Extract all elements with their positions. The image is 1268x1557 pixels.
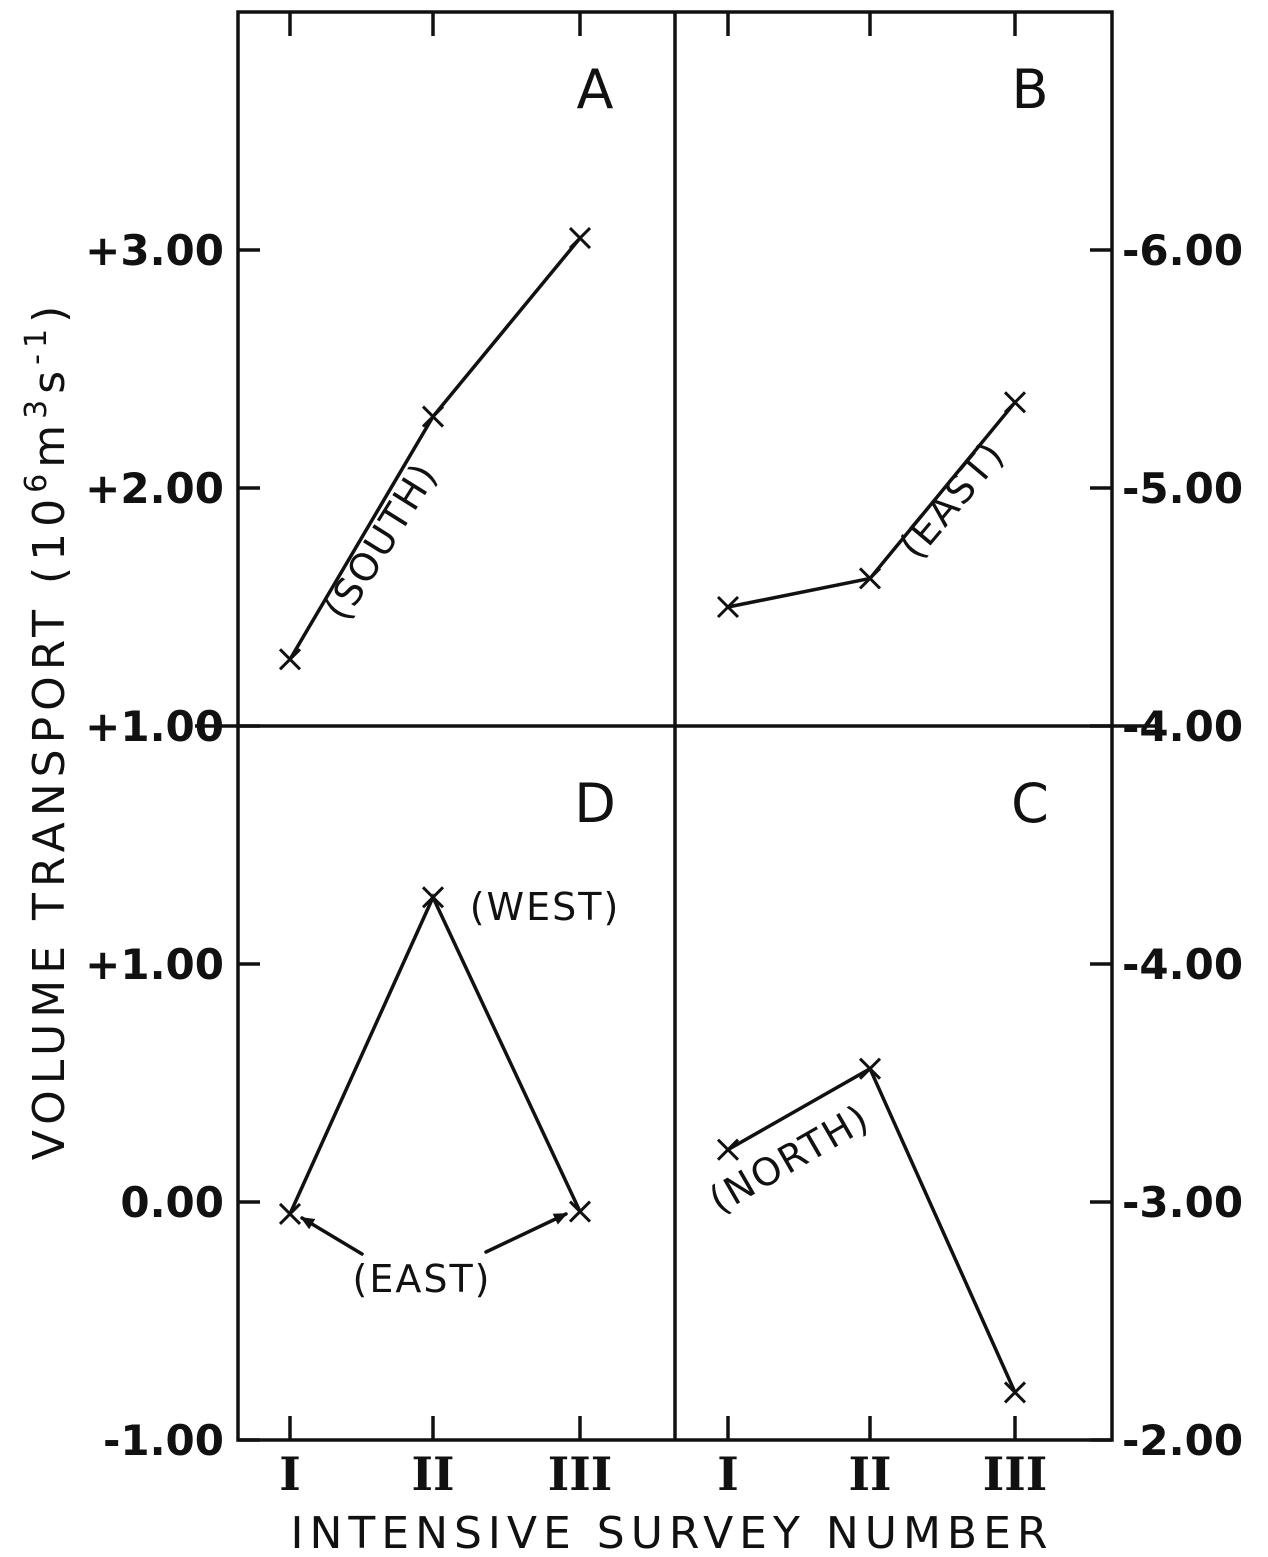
data-point-b xyxy=(1003,391,1027,414)
data-point-c xyxy=(1003,1381,1027,1404)
y-tick-label: +3.00 xyxy=(85,226,224,275)
data-point-c xyxy=(716,1138,740,1161)
data-point-d xyxy=(278,1202,302,1225)
annotation-east-d: (EAST) xyxy=(353,1257,492,1301)
data-point-a xyxy=(568,227,592,250)
panel-letter-d: D xyxy=(574,772,616,835)
data-point-a xyxy=(278,648,302,671)
annotation-east-b: (EAST) xyxy=(891,432,1014,567)
y-tick-label: -4.00 xyxy=(1122,940,1243,989)
panel-letter-b: B xyxy=(1011,58,1048,121)
x-tick-label: III xyxy=(548,1447,613,1501)
data-point-c xyxy=(858,1057,882,1080)
data-point-d xyxy=(568,1200,592,1223)
x-tick-label: II xyxy=(848,1447,891,1501)
panel-letter-c: C xyxy=(1011,772,1049,835)
data-point-d xyxy=(421,886,445,909)
arrow-east-right xyxy=(484,1212,568,1254)
y-tick-label: -1.00 xyxy=(103,1416,224,1465)
x-tick-label: III xyxy=(983,1447,1048,1501)
data-point-b xyxy=(858,567,882,590)
series-line-c xyxy=(726,1066,1017,1395)
x-axis-label: INTENSIVE SURVEY NUMBER xyxy=(291,1508,1054,1557)
arrow-east-left xyxy=(300,1216,364,1256)
data-point-a xyxy=(421,405,445,428)
y-tick-label: +2.00 xyxy=(85,464,224,513)
series-layer xyxy=(278,227,1027,1404)
y-tick-label: -4.00 xyxy=(1122,702,1243,751)
y-axis-label: VOLUME TRANSPORT (106m3s-1) xyxy=(19,300,75,1161)
series-line-d xyxy=(288,893,582,1216)
y-tick-label: +1.00 xyxy=(85,940,224,989)
annotation-west: (WEST) xyxy=(470,885,621,929)
x-tick-label: I xyxy=(717,1447,739,1501)
top-ticks xyxy=(288,12,1017,36)
y-tick-label: -3.00 xyxy=(1122,1178,1243,1227)
y-tick-label: -6.00 xyxy=(1122,226,1243,275)
panel-letter-a: A xyxy=(577,58,614,121)
y-tick-label: 0.00 xyxy=(120,1178,224,1227)
data-point-b xyxy=(716,595,740,619)
y-ticks: +1.00 +2.00 +3.00 -4.00 -5.00 -6.00 -1.00 0.00 +… xyxy=(85,226,1243,1465)
y-tick-label: +1.00 xyxy=(85,702,224,751)
x-tick-label: II xyxy=(411,1447,454,1501)
y-tick-label: -5.00 xyxy=(1122,464,1243,513)
bottom-ticks xyxy=(288,1416,1017,1440)
y-tick-label: -2.00 xyxy=(1122,1416,1243,1465)
x-tick-label: I xyxy=(279,1447,301,1501)
x-tick-labels: I II III I II III xyxy=(279,1447,1047,1501)
annotation-south: (SOUTH) xyxy=(315,454,446,628)
